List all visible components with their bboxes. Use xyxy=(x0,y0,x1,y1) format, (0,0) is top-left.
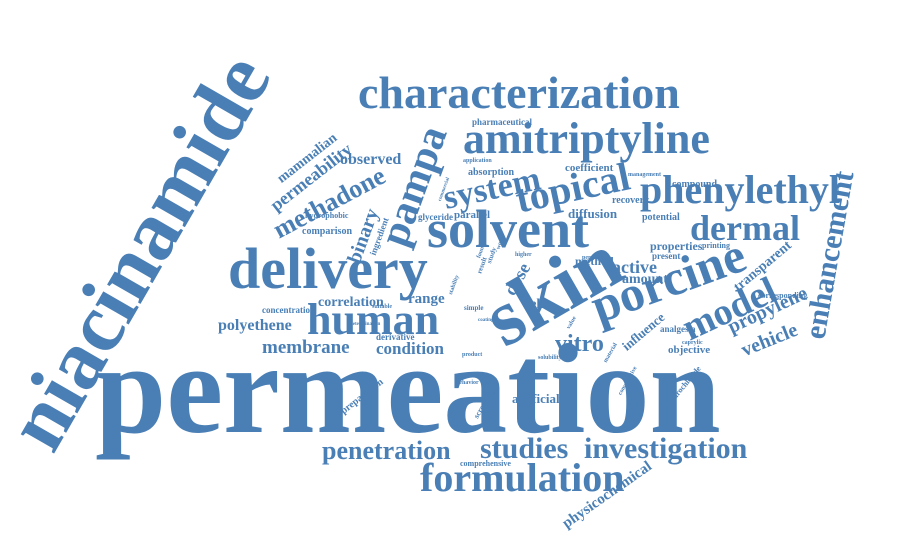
word-delivery: delivery xyxy=(228,236,428,301)
word-parallel: parallel xyxy=(454,209,491,221)
word-studies: studies xyxy=(480,432,569,465)
word-method: method xyxy=(575,254,614,268)
word-comprehensive: comprehensive xyxy=(460,459,511,468)
word-amitriptyline: amitriptyline xyxy=(463,114,710,163)
word-dermal: dermal xyxy=(690,208,800,248)
word-solvent: solvent xyxy=(427,199,589,259)
word-solubility: solubility xyxy=(538,355,562,361)
word-recovery: recovery xyxy=(612,195,650,206)
word-product: product xyxy=(462,352,483,358)
word-human: human xyxy=(307,295,440,344)
word-present: present xyxy=(652,251,681,261)
word-higher: higher xyxy=(515,252,532,258)
word-analgesia: analgesia xyxy=(660,324,696,334)
word-suitable: suitable xyxy=(372,304,393,310)
word-phenylethyl: phenylethyl xyxy=(640,167,841,212)
word-printing: printing xyxy=(702,241,731,250)
word-compound: compound xyxy=(672,179,718,190)
word-condition: condition xyxy=(376,339,445,358)
word-concentration: concentration xyxy=(262,305,315,315)
word-hydrophobic: hydrophobic xyxy=(305,211,349,220)
word-stability: stability xyxy=(447,274,461,296)
word-amount: amount xyxy=(622,272,668,287)
word-cell: cell xyxy=(524,297,545,312)
word-coating: coating xyxy=(478,318,494,323)
word-simple: simple xyxy=(464,304,484,312)
word-coefficient: coefficient xyxy=(565,162,614,174)
word-active: active xyxy=(612,257,657,277)
word-formulation: formulation xyxy=(420,455,625,500)
word-glyceride: glyceride xyxy=(418,212,453,222)
word-management: management xyxy=(628,172,661,178)
word-objective: objective xyxy=(668,344,711,356)
word-investigation: investigation xyxy=(584,432,748,465)
word-diffusion: diffusion xyxy=(568,206,618,221)
word-corresponding: corresponding xyxy=(758,291,808,300)
word-correlation: correlation xyxy=(318,295,384,310)
word-vitro: vitro xyxy=(555,331,604,357)
word-application: application xyxy=(463,158,492,164)
word-absorption: absorption xyxy=(468,167,515,178)
word-determination: determination xyxy=(350,322,381,327)
word-observed: observed xyxy=(340,151,402,168)
word-characterization: characterization xyxy=(358,67,680,118)
word-caprylic: caprylic xyxy=(682,340,703,346)
word-pharmaceutical: pharmaceutical xyxy=(472,117,532,127)
word-personal: personal xyxy=(582,255,605,261)
word-comparison: comparison xyxy=(302,226,352,237)
word-polyethene: polyethene xyxy=(218,317,292,334)
word-properties: properties xyxy=(650,239,703,253)
word-penetration: penetration xyxy=(322,436,451,465)
word-potential: potential xyxy=(642,212,680,223)
word-membrane: membrane xyxy=(262,337,350,358)
word-permeation: permeation xyxy=(95,318,721,460)
word-derivative: derivative xyxy=(376,332,415,342)
word-artificial: artificial xyxy=(512,391,560,406)
word-range: range xyxy=(408,291,445,307)
word-behavior: behavior xyxy=(456,380,479,386)
